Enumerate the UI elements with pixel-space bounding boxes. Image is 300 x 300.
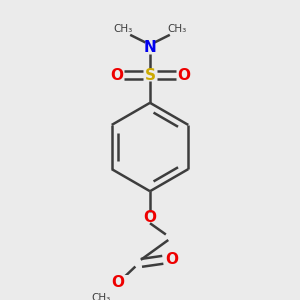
Text: CH₃: CH₃ [168, 24, 187, 34]
Text: CH₃: CH₃ [92, 293, 111, 300]
Text: O: O [165, 252, 178, 267]
Text: N: N [144, 40, 156, 56]
Text: CH₃: CH₃ [113, 24, 132, 34]
Text: S: S [145, 68, 155, 83]
Text: O: O [177, 68, 190, 83]
Text: O: O [143, 210, 157, 225]
Text: O: O [110, 68, 123, 83]
Text: O: O [112, 275, 124, 290]
